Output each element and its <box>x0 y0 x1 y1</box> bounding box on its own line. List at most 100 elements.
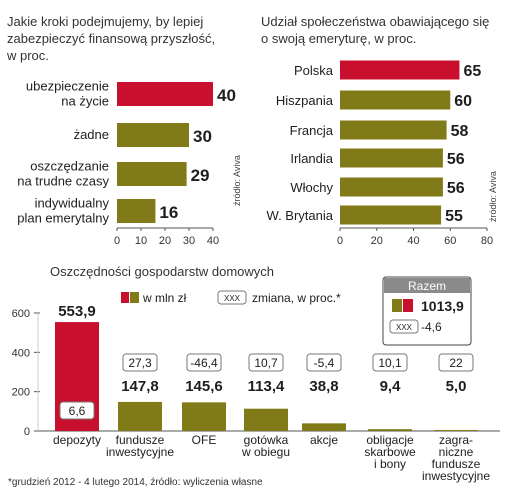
chart3-category-label: w obiegu <box>241 445 290 459</box>
chart2-category-label: Irlandia <box>290 151 333 166</box>
chart3-category-label: fundusze <box>432 457 481 471</box>
chart1-category-label: żadne <box>74 127 109 142</box>
chart1-category-label: na życie <box>61 94 109 109</box>
chart3-value-label: 9,4 <box>380 378 402 395</box>
chart3-bar <box>368 429 412 431</box>
chart3-bar <box>302 423 346 431</box>
total-change-value: -4,6 <box>421 320 442 334</box>
chart2-bar <box>340 120 447 140</box>
chart1-category-label: oszczędzanie <box>30 159 109 174</box>
chart1-xtick-label: 40 <box>207 235 219 247</box>
chart1-bar <box>117 162 187 186</box>
chart3-change-box <box>306 353 342 372</box>
legend-value-label: w mln zł <box>142 291 187 305</box>
chart1-title-line: zabezpieczyć finansową przyszłość, <box>7 31 215 46</box>
chart1-category-label: ubezpieczenie <box>26 79 109 94</box>
chart3-bar <box>244 408 288 431</box>
legend-swatch-red <box>121 292 129 303</box>
chart3-ytick-label: 0 <box>24 426 30 438</box>
chart1-xtick-label: 10 <box>135 235 147 247</box>
chart1-category-label: plan emerytalny <box>17 211 109 226</box>
total-value: 1013,9 <box>421 298 464 314</box>
chart1-xtick-label: 30 <box>183 235 195 247</box>
chart3-category-label: inwestycyjne <box>106 445 174 459</box>
chart3-value-label: 147,8 <box>121 378 159 395</box>
chart2-value-label: 58 <box>451 123 469 140</box>
total-header <box>384 278 470 293</box>
chart1-category-label: na trudne czasy <box>17 174 109 189</box>
chart3-change-box <box>186 353 222 372</box>
chart1-bar <box>117 199 156 223</box>
chart1-xtick-label: 0 <box>114 235 120 247</box>
chart1-xtick-label: 20 <box>159 235 171 247</box>
chart2-bar <box>340 60 460 80</box>
chart3-change-box <box>248 353 284 372</box>
chart2-value-label: 56 <box>447 151 465 168</box>
chart3-change-label: 10,7 <box>254 356 278 370</box>
chart3-bar <box>182 402 226 431</box>
chart2-title-line: Udział społeczeństwa obawiającego się <box>261 14 489 29</box>
chart3-category-label: akcje <box>310 433 338 447</box>
chart2-source: źródło: Aviva <box>488 171 498 222</box>
chart2-bar <box>340 205 442 225</box>
chart3-bar <box>434 430 478 431</box>
chart3-bar <box>118 401 162 431</box>
chart1-source: źródło: Aviva <box>232 155 242 206</box>
chart2-value-label: 55 <box>445 208 463 225</box>
chart3-change-label: 27,3 <box>128 356 152 370</box>
chart2-xtick-label: 80 <box>481 235 493 247</box>
chart3-ytick-label: 600 <box>12 308 30 320</box>
chart3-value-label: 145,6 <box>185 378 223 395</box>
chart3-category-label: niczne <box>439 445 474 459</box>
chart2-title-line: o swoją emeryturę, w proc. <box>261 31 416 46</box>
chart3-change-label: -46,4 <box>190 356 218 370</box>
chart2-value-label: 65 <box>463 63 481 80</box>
chart3-category-label: inwestycyjne <box>422 469 490 483</box>
chart2-value-label: 60 <box>454 93 472 110</box>
chart3-category-label: obligacje <box>366 433 414 447</box>
chart2-bar <box>340 90 451 110</box>
chart3-value-label: 5,0 <box>446 378 467 395</box>
legend-change-label: zmiana, w proc.* <box>252 291 341 305</box>
chart1-bar <box>117 82 213 106</box>
total-swatch-red <box>403 299 413 312</box>
chart2-bar <box>340 148 443 168</box>
chart3-change-box <box>122 353 158 372</box>
total-change-box-text: XXX <box>396 323 413 332</box>
chart1-value-label: 40 <box>217 86 236 105</box>
chart3-change-box <box>438 353 474 372</box>
chart3-ytick-label: 400 <box>12 347 30 359</box>
chart1-category-label: indywidualny <box>35 196 110 211</box>
chart3-category-label: i bony <box>374 457 406 471</box>
chart3-category-label: depozyty <box>53 433 101 447</box>
chart2-xtick-label: 0 <box>337 235 343 247</box>
chart3-value-label: 553,9 <box>58 303 96 320</box>
legend-swatch-olive <box>130 292 139 303</box>
chart3-change-label: 10,1 <box>378 356 402 370</box>
chart2-category-label: W. Brytania <box>267 208 334 223</box>
chart3-change-label: 22 <box>449 356 463 370</box>
chart3-category-label: OFE <box>192 433 217 447</box>
chart2-xtick-label: 60 <box>444 235 456 247</box>
chart1-bar <box>117 123 189 147</box>
chart3-change-label: -5,4 <box>314 356 335 370</box>
chart2-category-label: Polska <box>294 63 334 78</box>
total-title: Razem <box>408 279 446 293</box>
legend-change-box-text: XXX <box>224 294 241 303</box>
chart3-value-label: 113,4 <box>248 378 285 395</box>
chart3-ytick-label: 200 <box>12 387 30 399</box>
chart3-category-label: gotówka <box>244 433 289 447</box>
chart1-title-line: Jakie kroki podejmujemy, by lepiej <box>7 14 203 29</box>
chart3-change-box <box>59 401 95 420</box>
chart1-title-line: w proc. <box>6 48 49 63</box>
footnote: *grudzień 2012 - 4 lutego 2014, źródło: … <box>8 477 263 488</box>
total-change-box <box>389 319 419 334</box>
chart2-xtick-label: 40 <box>407 235 419 247</box>
chart2-category-label: Francja <box>290 123 334 138</box>
chart3-category-label: skarbowe <box>364 445 416 459</box>
chart2-value-label: 56 <box>447 180 465 197</box>
chart2-xtick-label: 20 <box>371 235 383 247</box>
chart1-value-label: 16 <box>159 203 178 222</box>
chart3-value-label: 38,8 <box>309 378 338 395</box>
